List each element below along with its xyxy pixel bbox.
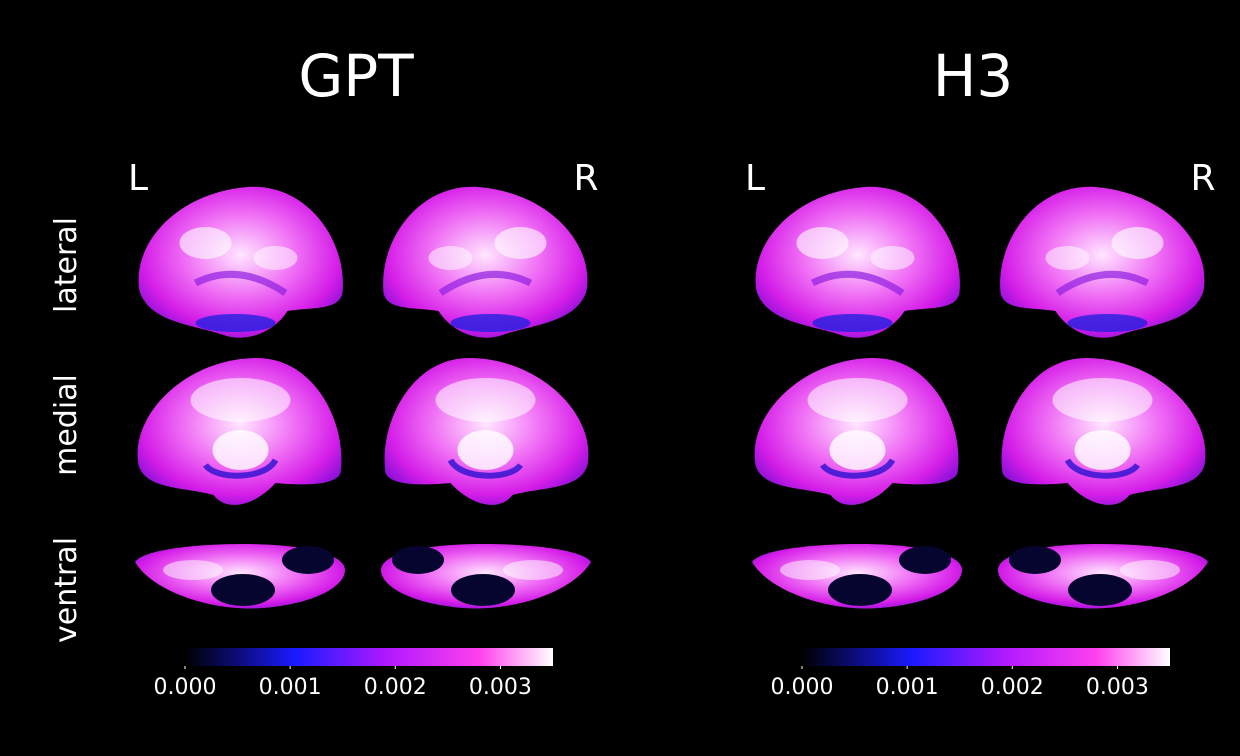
brain-left <box>752 544 962 609</box>
colorbar <box>185 648 553 666</box>
brain-left <box>756 187 960 338</box>
hemisphere-label: L <box>128 158 148 199</box>
colorbar-tick-label: 0.002 <box>981 675 1044 700</box>
brain-left <box>139 187 343 338</box>
colorbar-tick-label: 0.002 <box>364 675 427 700</box>
brain-right <box>998 544 1208 609</box>
brain-left <box>135 544 345 609</box>
hemisphere-label: L <box>745 158 765 199</box>
row-labels: lateral medial ventral <box>49 217 84 643</box>
hemisphere-label: R <box>573 158 598 199</box>
panel-title: H3 <box>933 42 1014 110</box>
brain-left <box>138 358 342 505</box>
panel-title: GPT <box>298 42 414 110</box>
colorbar-tick-label: 0.003 <box>1086 675 1149 700</box>
colorbar-tick-label: 0.001 <box>876 675 939 700</box>
panel: GPT L R 0.000 0.001 0.002 0.003 <box>128 42 599 700</box>
brain-right <box>1000 187 1204 338</box>
row-label: medial <box>49 374 84 476</box>
row-label: ventral <box>49 537 84 643</box>
brain-right <box>1002 358 1206 505</box>
brain-right <box>383 187 587 338</box>
hemisphere-label: R <box>1190 158 1215 199</box>
brain-right <box>385 358 589 505</box>
brain-right <box>381 544 591 609</box>
colorbar-tick-label: 0.001 <box>259 675 322 700</box>
row-label: lateral <box>49 217 84 313</box>
colorbar-tick-label: 0.000 <box>771 675 834 700</box>
brain-left <box>755 358 959 505</box>
panel: H3 L R 0.000 0.001 0.002 0.003 <box>745 42 1216 700</box>
colorbar-tick-label: 0.003 <box>469 675 532 700</box>
colorbar-tick-label: 0.000 <box>154 675 217 700</box>
colorbar <box>802 648 1170 666</box>
